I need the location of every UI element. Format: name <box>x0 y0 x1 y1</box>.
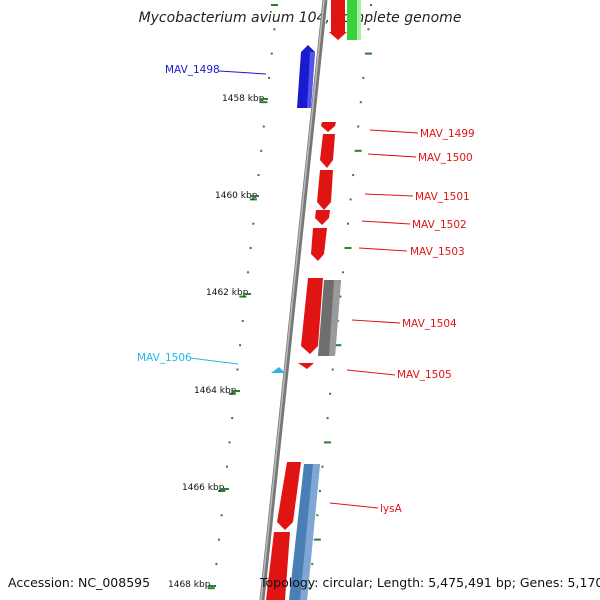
gene-mav-1506 <box>271 367 285 373</box>
gene-lysa-red <box>277 462 301 530</box>
label-mav-1500[interactable]: MAV_1500 <box>418 152 473 164</box>
kbp-labels: 1458 kbp 1460 kbp 1462 kbp 1464 kbp 1466 kbp… <box>168 94 268 590</box>
gene-mav-1498-shade <box>307 52 315 108</box>
gene-features <box>266 0 361 600</box>
map-title: Mycobacterium avium 104, complete genome <box>138 10 462 26</box>
genome-backbone <box>259 0 328 600</box>
leader-mav-1503 <box>358 247 408 252</box>
label-leader-lines <box>189 70 419 509</box>
kbp-label: 1464 kbp <box>194 386 237 396</box>
leader-mav-1499 <box>369 129 419 134</box>
kbp-label: 1468 kbp <box>168 580 211 590</box>
label-mav-1504[interactable]: MAV_1504 <box>402 318 457 330</box>
gene-mav-1502 <box>315 210 330 225</box>
label-mav-1498[interactable]: MAV_1498 <box>165 64 220 76</box>
label-lysa[interactable]: lysA <box>380 503 403 515</box>
gene-mav-1504 <box>301 278 323 354</box>
gene-gray-block-shade <box>329 280 341 356</box>
gene-labels: MAV_1498 MAV_1499 MAV_1500 MAV_1501 MAV_… <box>137 64 475 515</box>
leader-lysa <box>329 502 379 509</box>
label-mav-1499[interactable]: MAV_1499 <box>420 128 475 140</box>
kbp-label: 1466 kbp <box>182 483 225 493</box>
gene-mav-1501 <box>317 170 333 210</box>
label-mav-1502[interactable]: MAV_1502 <box>412 219 467 231</box>
leader-mav-1502 <box>361 220 411 225</box>
gene-mav-1500 <box>320 134 335 168</box>
gene-green-top-shade <box>357 0 361 40</box>
gene-bottom-red <box>266 532 290 600</box>
gene-mav-1503 <box>311 228 327 261</box>
leader-mav-1504 <box>351 319 401 324</box>
label-mav-1506[interactable]: MAV_1506 <box>137 352 192 364</box>
kbp-label: 1458 kbp <box>222 94 265 104</box>
leader-mav-1501 <box>364 193 414 197</box>
kbp-label: 1462 kbp <box>206 288 249 298</box>
gene-red-top <box>331 0 345 32</box>
tick-marks <box>207 4 372 590</box>
label-mav-1503[interactable]: MAV_1503 <box>410 246 465 258</box>
leader-mav-1506 <box>189 357 239 365</box>
genome-backbone-highlight <box>260 0 325 600</box>
gene-red-top-arrow <box>329 32 347 40</box>
topology-text: Topology: circular; Length: 5,475,491 bp… <box>260 575 600 590</box>
gene-lysa-steel-shade <box>300 464 320 600</box>
accession-text: Accession: NC_008595 <box>8 575 151 590</box>
kbp-label: 1460 kbp <box>215 191 258 201</box>
gene-mav-1499 <box>321 122 336 132</box>
label-mav-1501[interactable]: MAV_1501 <box>415 191 470 203</box>
label-mav-1505[interactable]: MAV_1505 <box>397 369 452 381</box>
gene-mav-1505 <box>298 363 314 369</box>
leader-mav-1505 <box>346 369 396 376</box>
leader-mav-1500 <box>367 153 417 158</box>
leader-mav-1498 <box>218 70 267 75</box>
